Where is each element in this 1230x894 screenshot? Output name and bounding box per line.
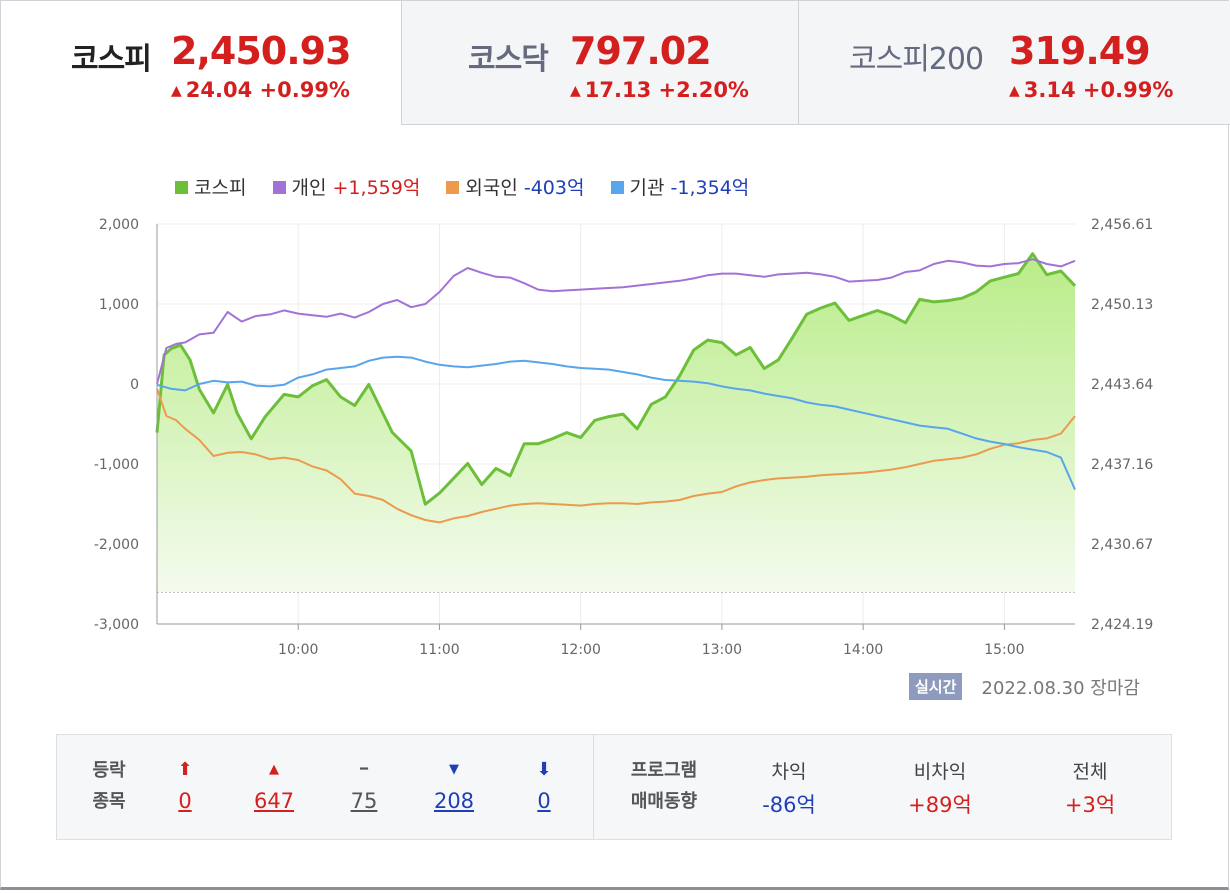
tab-kospi[interactable]: 코스피 2,450.93 ▲ 24.04 +0.99% [1,1,402,125]
tab-kospi200[interactable]: 코스피200 319.49 ▲ 3.14 +0.99% [798,1,1230,125]
y-right-tick-label: 2,424.19 [1091,617,1153,633]
updown-count[interactable]: 0 [537,789,551,813]
updown-lower-limit[interactable]: ⬇ 0 [514,757,574,813]
y-right-tick-label: 2,430.67 [1091,537,1153,553]
legend-swatch [446,181,460,194]
down-triangle-icon: ▼ [449,762,459,777]
up-triangle-icon: ▲ [1009,83,1020,99]
legend-swatch [610,181,624,194]
updown-upper-limit[interactable]: ⬆ 0 [155,757,215,813]
updown-label: 등락 종목 [92,760,126,812]
chart-axes: 2,000 2,456.61 1,000 2,450.13 0 2,443.64 -1,00… [94,217,1154,658]
dash-icon: ━ [360,762,368,777]
kospi-area [157,253,1075,592]
status-bar: 실시간 2022.08.30 장마감 [909,673,1140,703]
series-line-foreign [156,388,1076,524]
y-right-tick-label: 2,443.64 [1091,377,1153,393]
chart-lines [155,252,1077,524]
legend-swatch [175,181,188,194]
updown-count[interactable]: 0 [178,789,192,813]
program-total: 전체 +3억 [1064,761,1116,817]
up-triangle-icon: ▲ [570,83,581,99]
tab-change: ▲ 17.13 +2.20% [570,78,749,102]
legend-item-individual[interactable]: 개인 +1,559억 [272,173,420,200]
market-summary-panel: 등락 종목 ⬆ 0 ▲ 647 ━ 75 ▼ 208 ⬇ 0 프로그램 매매동향 [56,734,1172,840]
y-left-tick-label: -1,000 [94,457,139,473]
y-left-tick-label: 1,000 [99,297,139,313]
updown-count[interactable]: 647 [253,789,295,813]
y-left-tick-label: -3,000 [94,617,139,633]
program-label: 프로그램 매매동향 [630,760,698,812]
tab-value: 2,450.93 [171,29,352,73]
tab-kosdaq[interactable]: 코스닥 797.02 ▲ 17.13 +2.20% [401,1,799,125]
legend-swatch [272,181,286,194]
program-non-arbitrage: 비차익 +89억 [908,761,972,817]
y-right-tick-label: 2,450.13 [1091,297,1153,313]
series-line-individual [156,258,1076,385]
updown-count[interactable]: 208 [433,789,475,813]
program-arbitrage: 차익 -86억 [762,761,816,817]
x-tick-label: 10:00 [278,642,318,658]
tab-value: 797.02 [570,29,712,73]
investor-flow-chart: 2,000 2,456.61 1,000 2,450.13 0 2,443.64 -1,00… [94,217,1154,658]
x-tick-label: 14:00 [843,642,883,658]
x-tick-label: 12:00 [561,642,601,658]
updown-rise[interactable]: ▲ 647 [244,757,304,813]
tab-name: 코스피 [71,42,152,77]
y-left-tick-label: 2,000 [99,217,139,233]
tab-value: 319.49 [1009,29,1151,73]
series-line-institution [156,355,1076,491]
up-triangle-icon: ▲ [269,762,279,777]
x-tick-label: 11:00 [419,642,459,658]
legend-item-institution[interactable]: 기관 -1,354억 [610,173,749,200]
arrow-up-icon: ⬆ [177,759,193,780]
tab-change: ▲ 3.14 +0.99% [1009,78,1174,102]
legend-item-foreign[interactable]: 외국인 -403억 [446,173,584,200]
x-tick-label: 13:00 [702,642,742,658]
updown-flat[interactable]: ━ 75 [334,757,394,813]
tab-change: ▲ 24.04 +0.99% [171,78,350,102]
tab-name: 코스피200 [849,42,984,77]
y-left-tick-label: -2,000 [94,537,139,553]
updown-fall[interactable]: ▼ 208 [424,757,484,813]
tab-name: 코스닥 [468,42,549,77]
y-right-tick-label: 2,456.61 [1091,217,1153,233]
series-line-kospi [155,252,1077,506]
index-tabs: 코스피 2,450.93 ▲ 24.04 +0.99% 코스닥 797.02 ▲ 1… [1,1,1230,125]
kospi-area-fill [157,253,1075,592]
y-left-tick-label: 0 [130,377,139,393]
market-close-date: 2022.08.30 장마감 [981,677,1140,699]
x-tick-label: 15:00 [984,642,1024,658]
up-triangle-icon: ▲ [171,83,182,99]
legend-item-kospi[interactable]: 코스피 [175,173,246,200]
y-right-tick-label: 2,437.16 [1091,457,1153,473]
arrow-down-icon: ⬇ [536,759,552,780]
chart-legend: 코스피 개인 +1,559억 외국인 -403억 기관 -1,354억 [175,173,769,200]
panel-divider [593,735,594,839]
realtime-badge[interactable]: 실시간 [909,673,963,700]
updown-count[interactable]: 75 [350,789,378,813]
